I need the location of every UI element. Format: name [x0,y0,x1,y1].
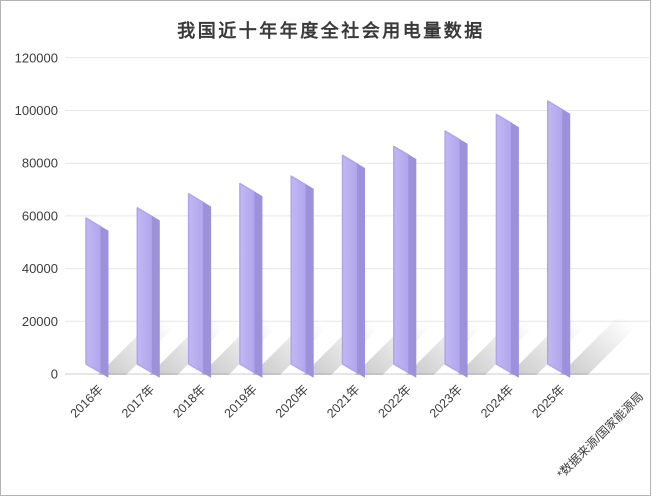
x-tick-label: 2023年 [427,382,465,420]
x-tick-label: 2018年 [170,382,208,420]
bar [495,113,519,378]
bar-side [459,139,468,378]
bar [85,217,109,378]
x-tick-label: 2021年 [324,382,362,420]
bar-side [408,154,417,378]
x-tick-label: 2024年 [478,382,516,420]
y-tick-label: 60000 [22,208,58,223]
bar [290,175,314,378]
x-tick-label: 2017年 [119,382,157,420]
x-tick-label: 2022年 [376,382,414,420]
y-tick-label: 120000 [15,50,58,65]
bar [239,182,263,378]
bar-face [341,154,359,374]
x-tick-label: 2019年 [222,382,260,420]
y-tick-label: 0 [51,367,58,382]
bar [136,206,160,378]
bar-face [393,145,410,374]
bar-face [290,175,307,374]
y-tick-label: 80000 [22,156,58,171]
bar-face [546,100,564,374]
y-tick-label: 40000 [22,261,58,276]
bar-side [203,202,212,378]
bar-side [510,122,519,378]
bar [187,193,212,378]
bar-side [305,184,314,378]
bar-face [136,206,154,374]
bar [393,145,417,378]
bar [341,154,365,378]
bar-side [254,191,263,378]
x-tick-label: 2016年 [68,382,106,420]
bar-face [187,193,205,374]
x-tick-label: 2025年 [529,382,567,420]
bar-side [562,109,571,378]
y-tick-label: 100000 [15,103,58,118]
bar-chart: 0 20000 40000 60000 80000 100000 120000 2016年 20… [15,50,649,482]
bar-side [100,226,109,378]
source-note: *数据来源/国家能源局 [553,389,646,482]
chart-frame: 我国近十年年度全社会用电量数据 0 20000 40000 60000 80000 100… [0,0,651,496]
bar-shadow [559,318,645,375]
bar-face [85,217,102,374]
bar-face [239,182,256,374]
bar-face [495,113,513,374]
x-tick-label: 2020年 [273,382,311,420]
bar-side [151,216,160,378]
chart-title: 我国近十年年度全社会用电量数据 [177,21,485,41]
bar-face [444,130,461,374]
y-tick-label: 20000 [22,314,58,329]
bar [444,130,468,378]
bar [546,100,571,378]
bar-side [357,163,365,378]
